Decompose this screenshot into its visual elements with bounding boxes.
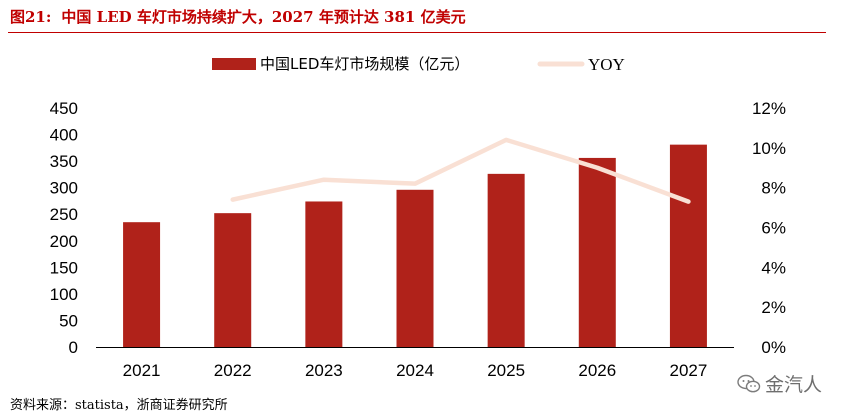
bar-series (123, 144, 707, 347)
left-tick-label: 0 (69, 338, 78, 357)
figure-title: 中国 LED 车灯市场持续扩大，2027 年预计达 381 亿美元 (61, 8, 466, 26)
legend-label-bar: 中国LED车灯市场规模（亿元） (260, 55, 469, 73)
wechat-icon (737, 374, 761, 392)
right-axis: 0% 2% 4% 6% 8% 10% 12% (752, 99, 786, 357)
left-tick-label: 250 (50, 205, 78, 224)
legend: 中国LED车灯市场规模（亿元） YOY (212, 55, 625, 74)
yoy-line (230, 137, 691, 204)
watermark: 金汽人 (737, 370, 822, 397)
x-tick-label: 2023 (305, 361, 343, 380)
left-tick-label: 200 (50, 232, 78, 251)
bar (578, 157, 616, 347)
bar (396, 189, 434, 347)
x-tick-label: 2021 (123, 361, 161, 380)
left-axis: 0 50 100 150 200 250 300 350 400 450 (50, 99, 78, 357)
right-tick-label: 8% (761, 179, 786, 198)
left-tick-label: 400 (50, 126, 78, 145)
bar (487, 173, 525, 347)
x-axis: 2021 2022 2023 2024 2025 2026 2027 (96, 347, 734, 380)
bar (305, 201, 343, 347)
left-tick-label: 300 (50, 179, 78, 198)
right-tick-label: 10% (752, 139, 786, 158)
left-tick-label: 450 (50, 99, 78, 118)
bar (123, 222, 161, 347)
yoy-series (230, 137, 691, 204)
right-tick-label: 6% (761, 219, 786, 238)
figure-number: 图21: (10, 8, 52, 26)
source-note: 资料来源：statista，浙商证券研究所 (10, 398, 228, 413)
right-tick-label: 2% (761, 298, 786, 317)
x-tick-label: 2024 (396, 361, 434, 380)
bar (214, 213, 252, 347)
left-tick-label: 50 (59, 311, 78, 330)
watermark-text: 金汽人 (764, 374, 822, 396)
bar (669, 144, 707, 347)
right-tick-label: 0% (761, 338, 786, 357)
title-underline (8, 32, 826, 33)
right-tick-label: 4% (761, 258, 786, 277)
left-tick-label: 150 (50, 258, 78, 277)
x-tick-label: 2025 (487, 361, 525, 380)
legend-swatch-bar (212, 58, 256, 70)
right-tick-label: 12% (752, 99, 786, 118)
chart-title: 图21: 中国 LED 车灯市场持续扩大，2027 年预计达 381 亿美元 (10, 6, 466, 27)
legend-label-line: YOY (588, 55, 625, 74)
x-tick-label: 2027 (670, 361, 708, 380)
left-tick-label: 100 (50, 285, 78, 304)
x-tick-label: 2022 (214, 361, 252, 380)
x-tick-label: 2026 (578, 361, 616, 380)
left-tick-label: 350 (50, 152, 78, 171)
